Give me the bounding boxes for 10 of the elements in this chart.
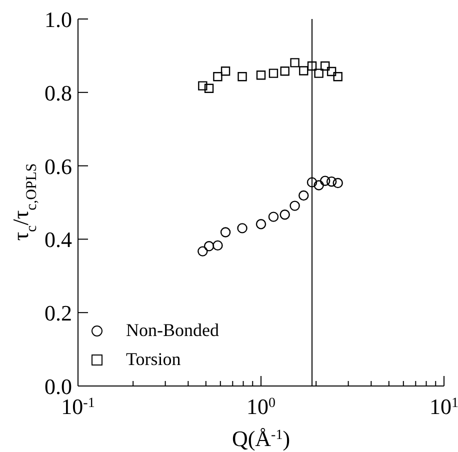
x-axis-title: Q(Å$^{-1}$) [232,426,290,451]
x-tick-label: 10$^{0}$ [246,394,276,419]
y-tick-label: 0.8 [44,80,72,106]
y-tick-label: 0.2 [44,300,72,326]
legend-label: Torsion [126,349,181,370]
y-tick-label: 0.4 [44,227,72,252]
y-tick-label: 0.6 [44,154,72,179]
legend-label: Non-Bonded [126,320,219,341]
y-tick-label: 1.0 [44,7,72,32]
x-tick-label: 10$^{1}$ [430,394,458,419]
